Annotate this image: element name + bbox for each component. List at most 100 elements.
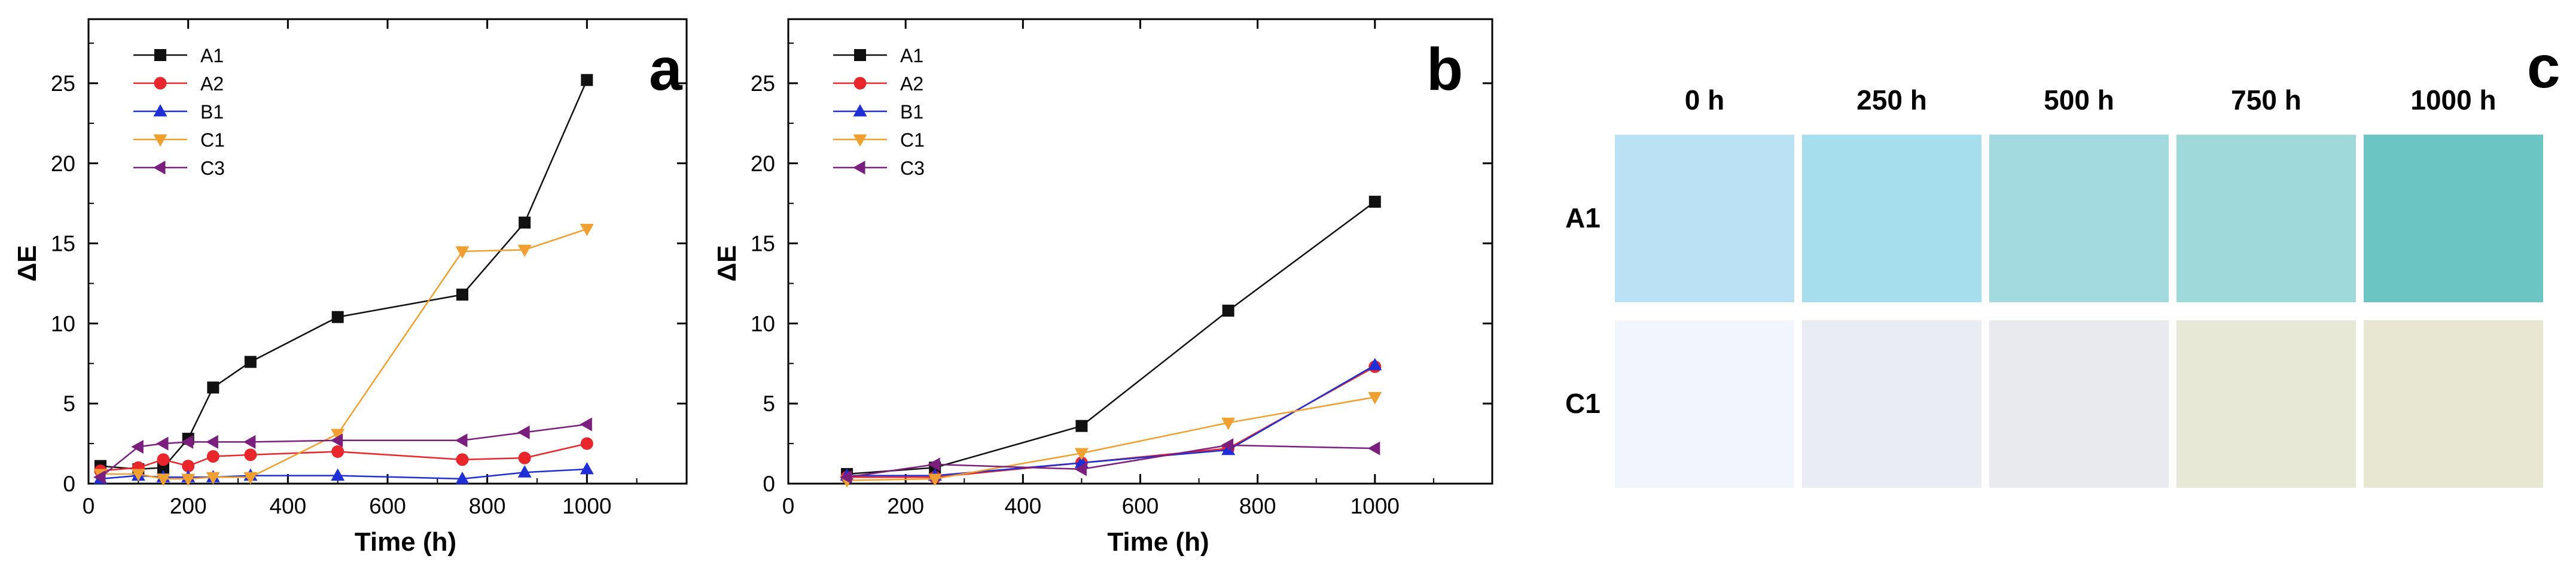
data-point-a-C3-2 bbox=[156, 436, 169, 451]
data-point-a-C3-8 bbox=[517, 425, 530, 439]
panel-label-b: b bbox=[1426, 36, 1463, 103]
legend-label-b-A2: A2 bbox=[900, 73, 923, 95]
series-line-b-A2 bbox=[847, 366, 1376, 478]
x-axis-label-b: Time (h) bbox=[1107, 527, 1209, 557]
y-tick-label-a-3: 15 bbox=[51, 232, 75, 256]
legend-marker-b-C3 bbox=[853, 160, 865, 175]
axes-frame-a bbox=[87, 18, 688, 485]
y-tick-label-b-1: 5 bbox=[763, 391, 775, 416]
legend-label-a-A2: A2 bbox=[200, 73, 224, 95]
panel-label-c: c bbox=[2527, 34, 2560, 101]
data-point-b-A1-4 bbox=[1368, 196, 1381, 208]
x-tick-label-a-1: 200 bbox=[170, 494, 207, 518]
data-point-a-A1-9 bbox=[581, 74, 593, 86]
legend-marker-a-A2 bbox=[154, 77, 167, 90]
data-point-b-A1-2 bbox=[1075, 420, 1088, 432]
data-point-b-A1-3 bbox=[1222, 305, 1234, 317]
data-point-a-A1-5 bbox=[244, 356, 257, 368]
data-point-a-B1-5 bbox=[243, 468, 258, 481]
series-line-b-C1 bbox=[847, 396, 1376, 481]
legend-label-a-A1: A1 bbox=[200, 45, 224, 66]
data-point-b-C1-1 bbox=[928, 473, 942, 486]
x-tick-label-a-2: 400 bbox=[269, 494, 306, 518]
data-point-a-B1-8 bbox=[517, 465, 532, 478]
swatch-column-header: 750 h bbox=[2231, 84, 2301, 116]
y-tick-label-a-4: 20 bbox=[51, 151, 75, 176]
y-tick-label-a-5: 25 bbox=[51, 71, 75, 96]
data-point-a-B1-2 bbox=[156, 470, 170, 482]
x-tick-label-a-3: 600 bbox=[369, 494, 406, 518]
data-point-a-A2-3 bbox=[182, 460, 195, 473]
data-point-b-C1-3 bbox=[1221, 417, 1236, 430]
data-point-b-B1-2 bbox=[1074, 455, 1089, 468]
data-point-a-B1-9 bbox=[580, 461, 594, 475]
y-tick-label-a-0: 0 bbox=[63, 472, 75, 496]
color-swatch bbox=[2364, 320, 2543, 488]
data-point-b-C3-0 bbox=[840, 470, 852, 484]
x-tick-label-b-5: 1000 bbox=[1351, 494, 1400, 518]
data-point-a-C1-4 bbox=[206, 472, 220, 485]
y-axis-label-b: ΔE bbox=[712, 245, 742, 282]
data-point-a-C1-3 bbox=[181, 473, 196, 486]
data-point-a-A1-1 bbox=[132, 463, 145, 475]
y-tick-label-a-1: 5 bbox=[63, 391, 75, 416]
data-point-a-A2-9 bbox=[580, 437, 593, 450]
legend-label-a-C1: C1 bbox=[200, 129, 225, 151]
data-point-b-A2-3 bbox=[1222, 442, 1235, 455]
legend-marker-b-C1 bbox=[853, 134, 867, 147]
data-point-a-C1-7 bbox=[455, 246, 470, 259]
data-point-a-C1-2 bbox=[156, 473, 170, 486]
x-tick-label-b-1: 200 bbox=[887, 494, 924, 518]
data-point-a-C1-9 bbox=[580, 224, 594, 236]
data-point-a-A2-8 bbox=[518, 451, 531, 464]
legend-label-b-C3: C3 bbox=[900, 157, 925, 179]
data-point-a-A2-0 bbox=[94, 464, 107, 478]
series-line-a-A1 bbox=[100, 80, 588, 470]
data-point-b-A2-4 bbox=[1368, 360, 1382, 373]
data-point-a-B1-3 bbox=[181, 470, 196, 482]
legend-label-a-C3: C3 bbox=[200, 157, 225, 179]
data-point-a-B1-6 bbox=[331, 468, 345, 481]
data-point-a-C3-1 bbox=[131, 439, 144, 454]
series-line-b-C3 bbox=[846, 444, 1375, 478]
y-tick-label-b-3: 15 bbox=[751, 232, 775, 256]
color-swatch bbox=[1989, 135, 2169, 302]
panel-label-a: a bbox=[649, 36, 683, 103]
data-point-a-C1-1 bbox=[131, 469, 145, 481]
data-point-b-C3-1 bbox=[928, 457, 940, 472]
data-point-a-C3-3 bbox=[181, 435, 194, 449]
data-point-a-C1-6 bbox=[331, 429, 345, 442]
legend-marker-a-C3 bbox=[153, 160, 166, 175]
data-point-a-C1-0 bbox=[93, 469, 108, 481]
data-point-b-A2-2 bbox=[1075, 456, 1088, 469]
data-point-a-A1-4 bbox=[207, 381, 220, 394]
color-swatch bbox=[1615, 320, 1794, 488]
y-tick-label-b-4: 20 bbox=[751, 151, 775, 176]
data-point-a-A1-3 bbox=[182, 433, 194, 445]
legend-marker-b-B1 bbox=[853, 104, 867, 117]
data-point-b-B1-3 bbox=[1221, 442, 1236, 455]
color-swatch bbox=[1802, 320, 1981, 488]
series-line-a-B1 bbox=[100, 468, 587, 480]
series-line-b-B1 bbox=[847, 364, 1376, 476]
x-tick-label-b-2: 400 bbox=[1004, 494, 1041, 518]
color-swatch-grid: 0 h 250 h 500 h 750 h 1000 h A1 C1 bbox=[1565, 84, 2548, 503]
data-point-b-A1-1 bbox=[929, 461, 941, 474]
data-point-a-A1-2 bbox=[157, 461, 169, 474]
data-point-a-B1-1 bbox=[131, 468, 145, 481]
data-point-a-A1-0 bbox=[94, 460, 106, 472]
data-point-a-C1-5 bbox=[243, 472, 258, 485]
data-point-a-A2-6 bbox=[331, 445, 345, 458]
data-point-a-A2-1 bbox=[132, 461, 145, 474]
axes-frame-b bbox=[787, 18, 1493, 485]
y-tick-label-b-2: 10 bbox=[751, 311, 775, 336]
color-swatch bbox=[1615, 135, 1794, 302]
data-point-b-B1-1 bbox=[928, 468, 942, 481]
data-point-b-C3-3 bbox=[1221, 438, 1234, 452]
swatch-row-label: C1 bbox=[1565, 388, 1601, 419]
data-point-a-C3-6 bbox=[330, 433, 343, 448]
y-axis-label-a: ΔE bbox=[13, 245, 42, 282]
swatch-column-header: 500 h bbox=[2044, 84, 2114, 116]
swatch-column-header: 0 h bbox=[1684, 84, 1725, 116]
series-line-b-A1 bbox=[846, 201, 1376, 475]
